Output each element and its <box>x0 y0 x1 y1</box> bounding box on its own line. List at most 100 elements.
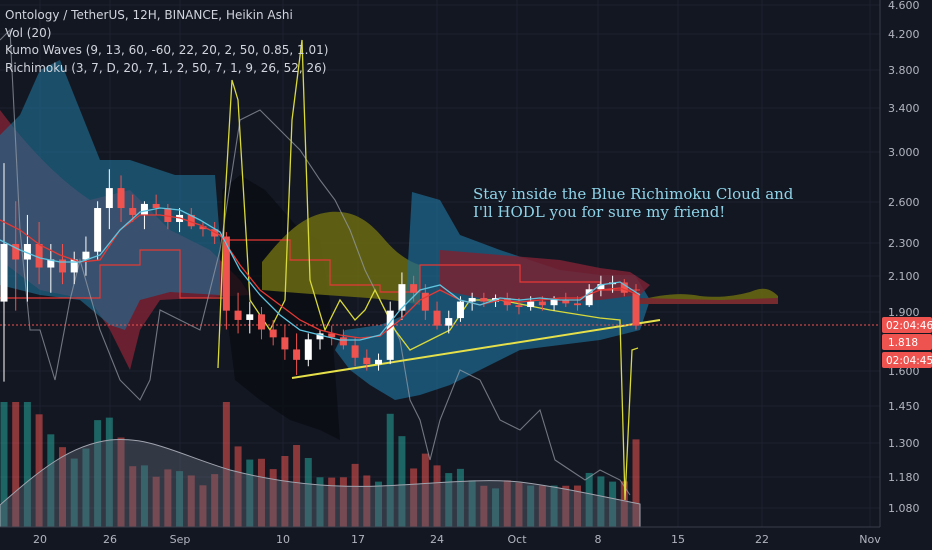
volume-bar <box>281 456 289 527</box>
countdown-text-bottom: 02:04:45 <box>886 355 932 367</box>
volume-histogram <box>0 402 640 527</box>
volume-bar <box>140 465 148 527</box>
price-axis-background <box>880 0 932 550</box>
volume-bar <box>585 472 593 527</box>
candle-body <box>468 298 476 302</box>
candle-body <box>375 359 383 365</box>
candle-body <box>304 339 312 360</box>
red-ma-line <box>0 214 641 339</box>
volume-bar <box>246 459 254 527</box>
volume-bar <box>550 485 558 527</box>
volume-bar <box>527 485 535 527</box>
price-tick-label: 4.600 <box>888 0 920 12</box>
candle-body <box>47 259 55 268</box>
legend-kumo-waves: Kumo Waves (9, 13, 60, -60, 22, 20, 2, 5… <box>5 43 328 57</box>
candle-body <box>187 214 195 227</box>
candle-body <box>117 188 125 209</box>
time-axis-ticks: 20 26 Sep 10 17 24 Oct 8 15 22 Nov <box>33 533 881 546</box>
volume-bar <box>0 402 8 527</box>
price-tick-label: 2.100 <box>888 270 920 283</box>
time-tick-label: Nov <box>859 533 881 546</box>
candle-body <box>0 244 8 302</box>
candle-body <box>269 329 277 338</box>
grey-lagging-line <box>0 28 631 496</box>
candle-body <box>480 298 488 302</box>
candle-body <box>585 289 593 306</box>
candle-body <box>164 208 172 222</box>
volume-bar <box>164 469 172 527</box>
volume-bar <box>620 481 628 527</box>
volume-bar <box>35 414 43 527</box>
support-trendline <box>291 319 661 379</box>
volume-bar <box>211 474 219 527</box>
volume-bar <box>538 485 546 527</box>
candle-body <box>234 310 242 320</box>
volume-bar <box>573 485 581 527</box>
candle-body <box>70 259 78 273</box>
time-tick-label: 8 <box>595 533 602 546</box>
volume-bar <box>82 448 90 527</box>
candle-body <box>421 292 429 311</box>
candle-body <box>129 208 137 215</box>
volume-bar <box>304 458 312 527</box>
candle-body <box>538 301 546 306</box>
volume-bar <box>386 413 394 527</box>
olive-cloud-middle <box>262 211 420 305</box>
volume-bar <box>421 453 429 527</box>
red-baseline <box>0 239 640 299</box>
volume-bar <box>468 480 476 527</box>
candle-body <box>339 337 347 346</box>
candle-body <box>82 251 90 260</box>
volume-bar <box>375 481 383 527</box>
candle-body <box>94 208 102 252</box>
price-tick-label: 1.450 <box>888 400 920 413</box>
volume-bar <box>328 477 336 527</box>
candle-body <box>527 301 535 307</box>
volume-bar <box>47 434 55 527</box>
countdown-badge-top <box>882 317 932 333</box>
time-tick-label: 26 <box>103 533 117 546</box>
time-tick-label: 22 <box>755 533 769 546</box>
volume-bar <box>222 402 230 527</box>
price-badge <box>882 334 932 350</box>
price-tick-label: 1.180 <box>888 471 920 484</box>
time-tick-label: 10 <box>276 533 290 546</box>
price-tick-label: 1.300 <box>888 437 920 450</box>
volume-bar <box>199 485 207 527</box>
candle-body <box>363 357 371 365</box>
candle-body <box>515 305 523 307</box>
red-cloud-future <box>640 298 778 304</box>
candle-body <box>398 284 406 311</box>
candle-body <box>140 203 148 215</box>
volume-bar <box>363 475 371 527</box>
candle-body <box>433 310 441 326</box>
candle-body <box>152 203 160 209</box>
time-tick-label: 15 <box>671 533 685 546</box>
volume-bar <box>339 477 347 527</box>
candle-body <box>316 333 324 340</box>
candle-body <box>222 236 230 311</box>
volume-bar <box>293 445 301 527</box>
volume-bar <box>23 402 31 527</box>
candle-body <box>257 314 265 330</box>
price-axis-ticks: 4.600 4.200 3.800 3.400 3.000 2.600 2.300 2.100… <box>888 0 920 515</box>
volume-bar <box>257 458 265 527</box>
countdown-text-top: 02:04:46 <box>886 320 932 332</box>
volume-ma-area <box>0 438 641 528</box>
legend-symbol: Ontology / TetherUS, 12H, BINANCE, Heiki… <box>5 8 293 22</box>
volume-bar <box>234 446 242 527</box>
price-tick-label: 2.600 <box>888 196 920 209</box>
volume-bar <box>492 488 500 527</box>
cyan-ma-line <box>0 207 641 341</box>
candle-body <box>281 337 289 350</box>
volume-bar <box>152 476 160 527</box>
candle-body <box>386 310 394 360</box>
legend-volume: Vol (20) <box>5 26 51 40</box>
candle-body <box>293 349 301 360</box>
volume-bar <box>398 436 406 527</box>
volume-bar <box>94 420 102 527</box>
candle-body <box>456 301 464 319</box>
price-tick-label: 2.300 <box>888 237 920 250</box>
